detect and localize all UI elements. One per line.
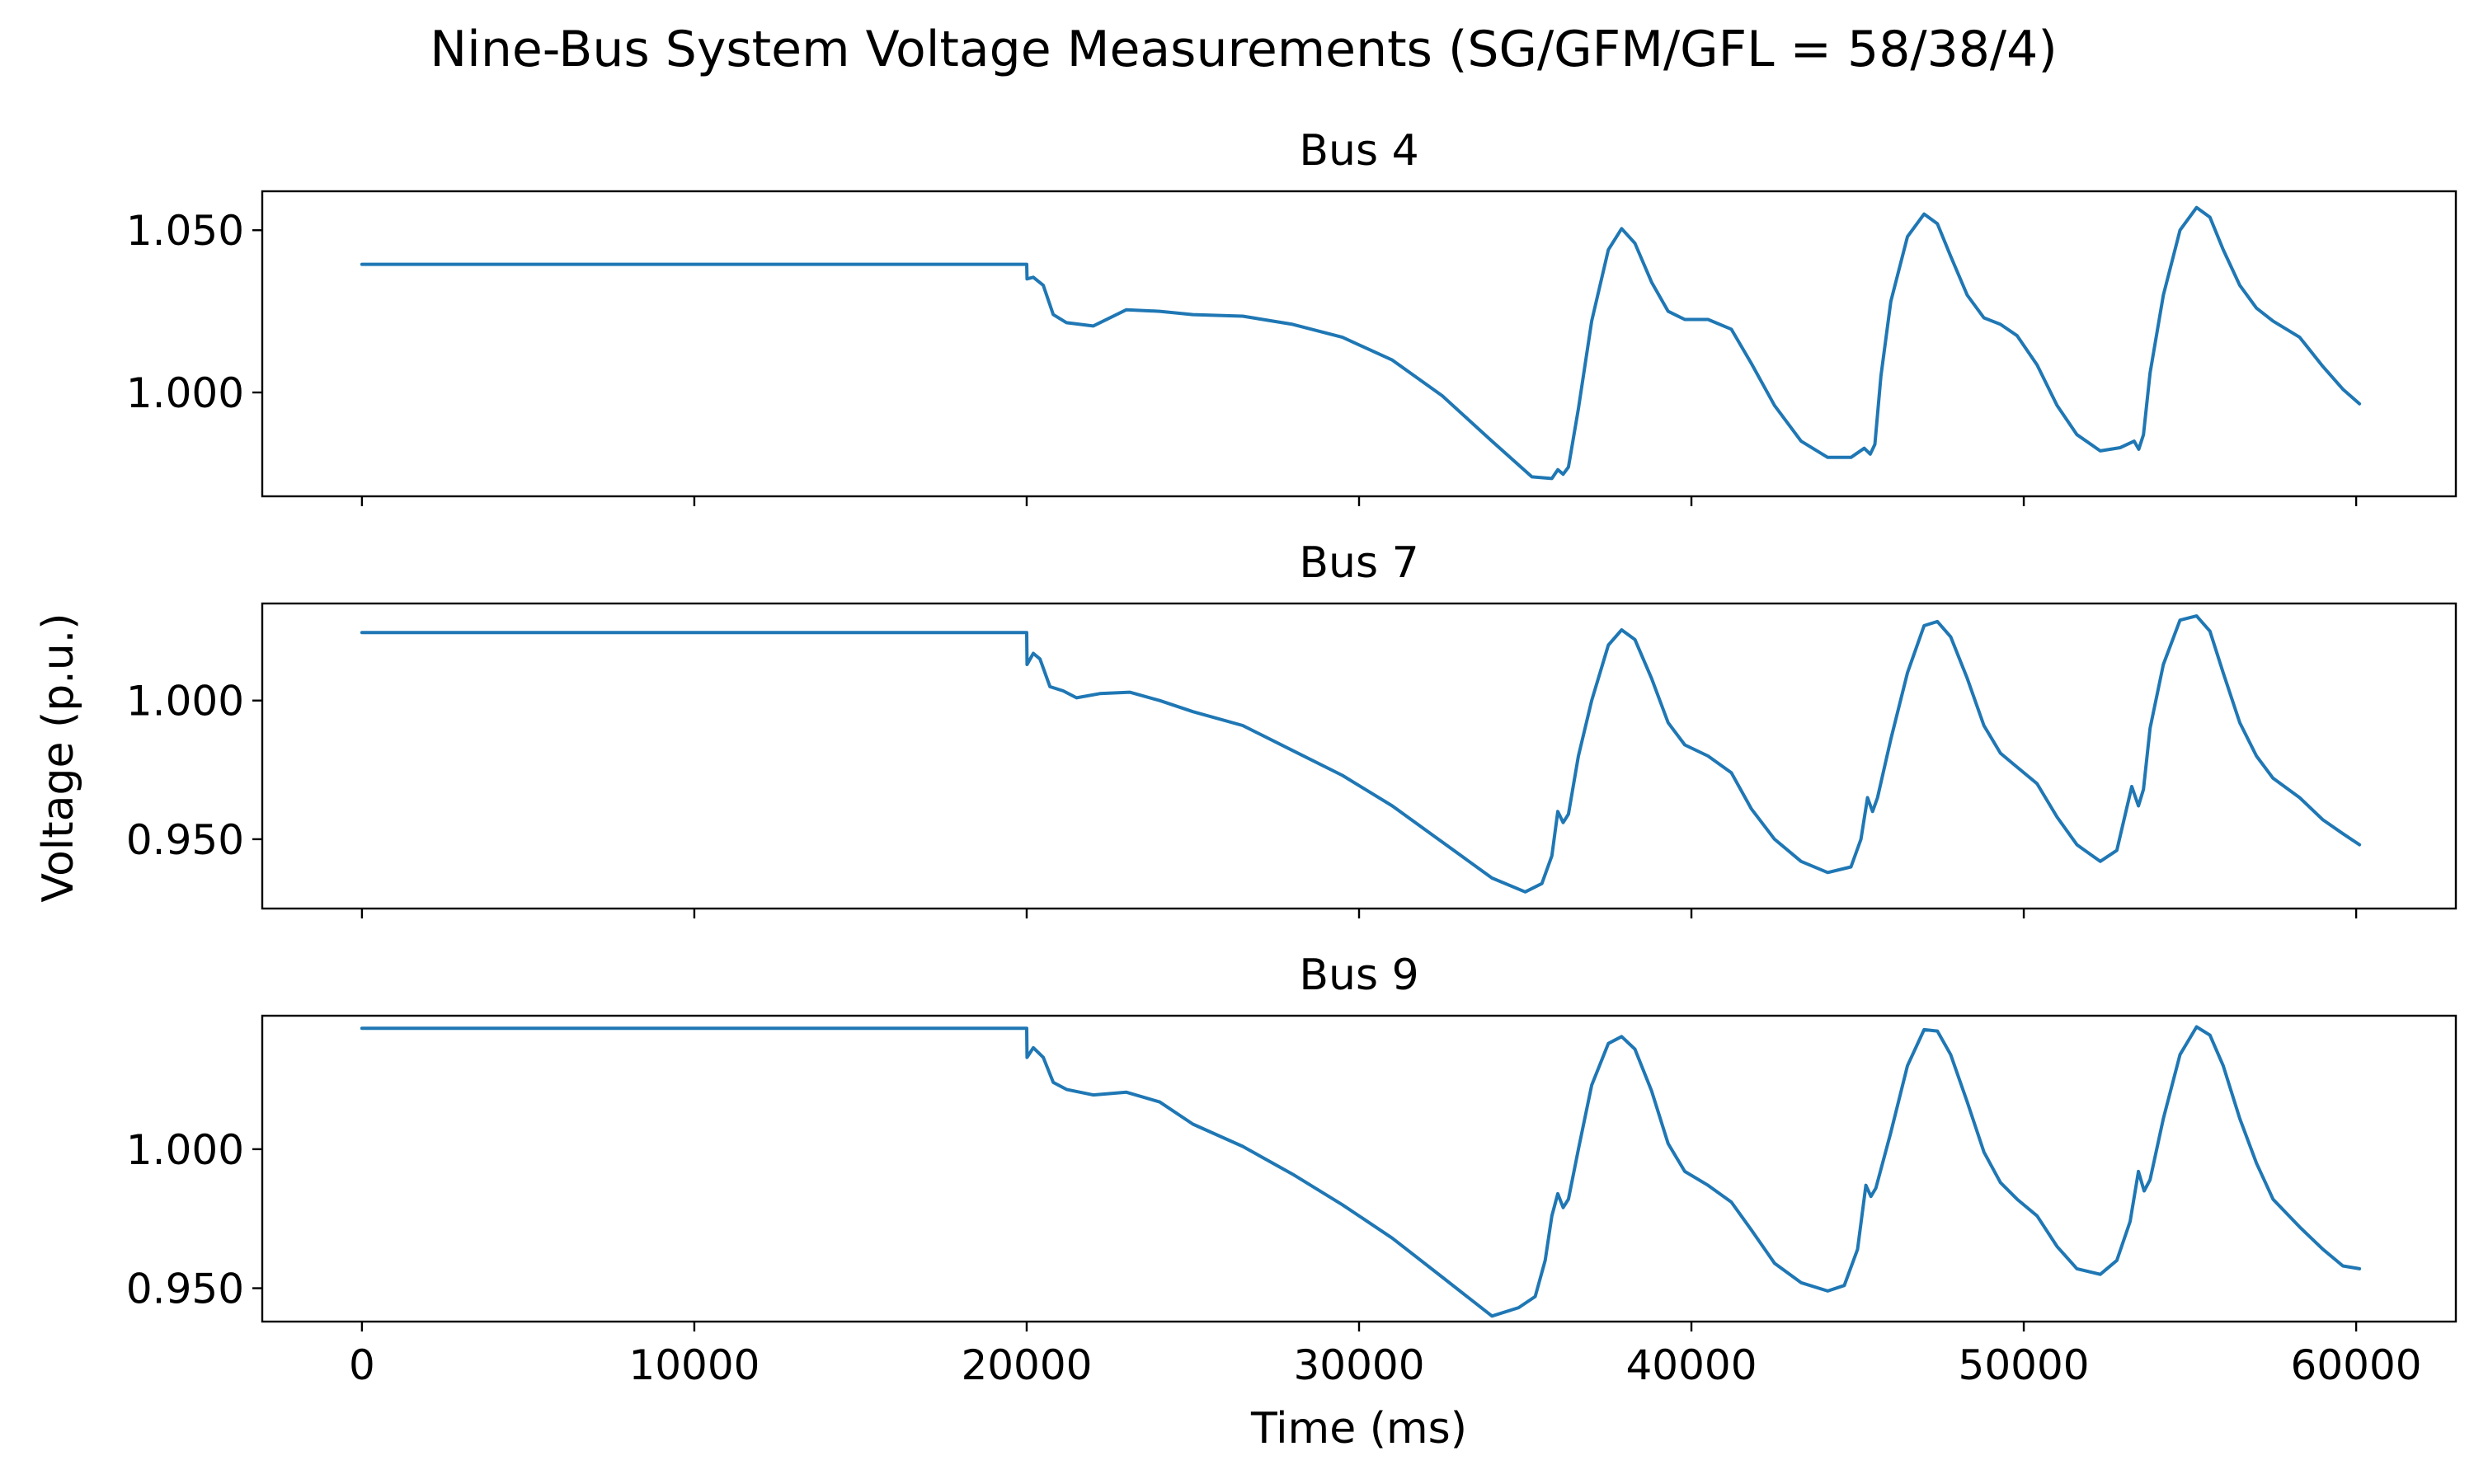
y-tick-label: 1.050 [126, 207, 244, 255]
y-tick-label: 0.950 [126, 1266, 244, 1313]
x-tick-label: 20000 [961, 1341, 1092, 1389]
subplot-title: Bus 4 [1299, 126, 1418, 176]
bus-4-panel: Bus 4 1.000 1.050 [126, 126, 2458, 506]
voltage-series-line [360, 1025, 2362, 1318]
x-tick-label: 40000 [1625, 1341, 1757, 1389]
x-tick-label: 0 [349, 1341, 375, 1389]
figure-title: Nine-Bus System Voltage Measurements (SG… [430, 21, 2057, 78]
bus-7-panel: Bus 7 0.950 1.000 [126, 538, 2458, 918]
y-tick-label: 1.000 [126, 678, 244, 726]
x-tick-label: 10000 [628, 1341, 760, 1389]
x-tick-label: 50000 [1959, 1341, 2090, 1389]
y-tick-label: 1.000 [126, 369, 244, 417]
subplot-title: Bus 9 [1299, 951, 1418, 1000]
y-axis-label: Voltage (p.u.) [34, 613, 83, 902]
bus-9-panel: Bus 9 0.950 1.000 0 10000 20000 30000 40000 500… [126, 951, 2458, 1389]
y-tick-label: 1.000 [126, 1126, 244, 1174]
x-axis-label: Time (ms) [1250, 1404, 1467, 1453]
voltage-series-line [360, 205, 2362, 481]
x-tick-label: 30000 [1293, 1341, 1424, 1389]
y-tick-label: 0.950 [126, 816, 244, 864]
x-tick-label: 60000 [2291, 1341, 2422, 1389]
voltage-series-line [360, 614, 2362, 894]
subplot-title: Bus 7 [1299, 538, 1418, 588]
